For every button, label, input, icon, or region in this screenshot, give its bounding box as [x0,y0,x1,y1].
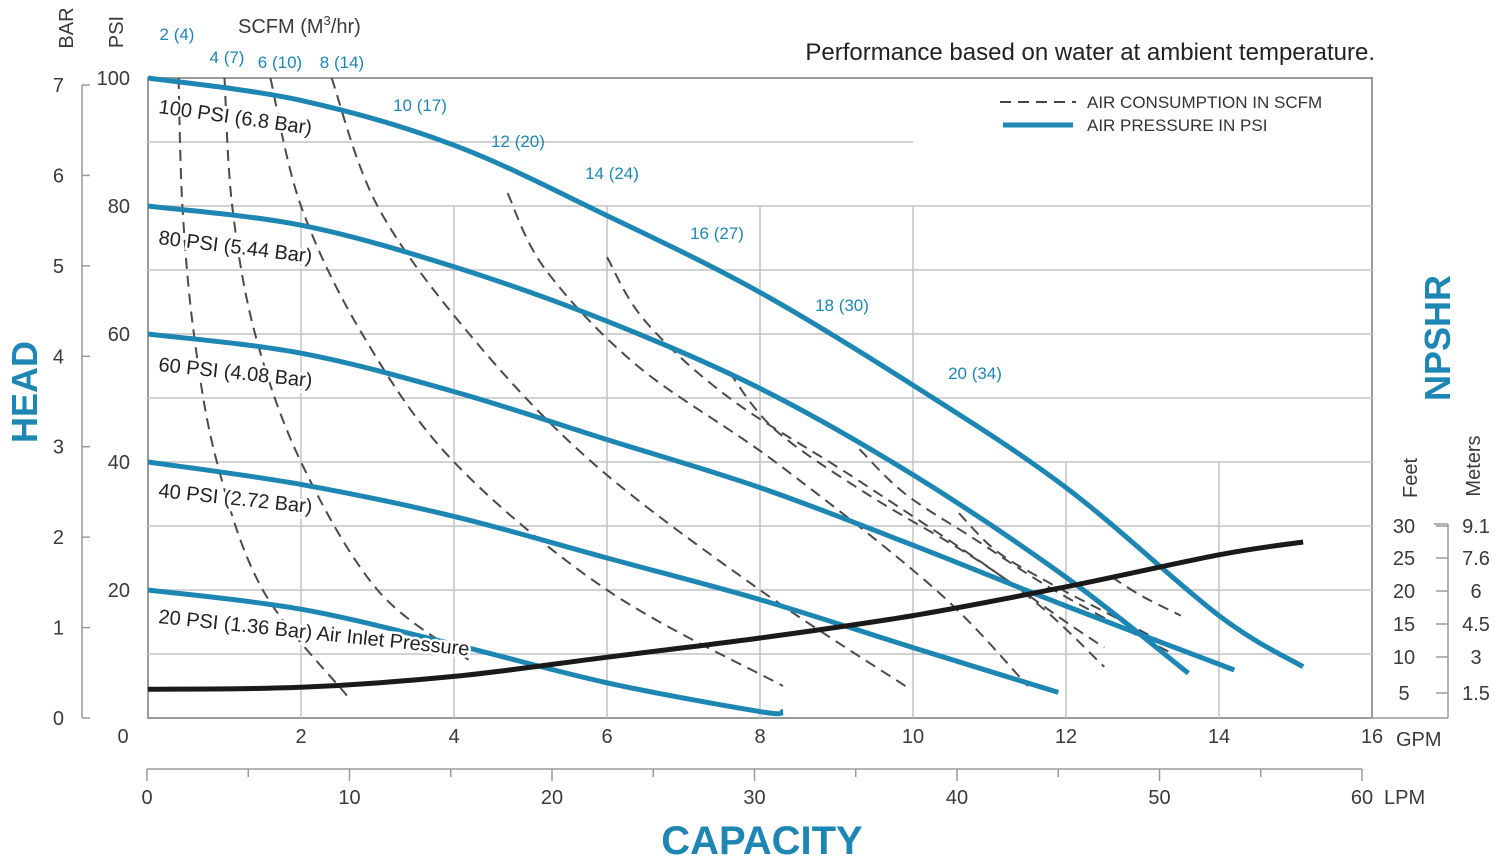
gpm-axis-tick: 2 [295,726,306,748]
air-consumption-label: 14 (24) [585,164,639,183]
bar-axis-tick: 4 [53,346,64,368]
air-consumption-curve [958,512,1174,649]
npshr-meters-tick: 4.5 [1462,614,1490,636]
gpm-axis-tick: 16 [1361,726,1383,748]
air-pressure-label: 20 PSI (1.36 Bar) Air Inlet Pressure [157,606,470,661]
npshr-title: NPSHR [1417,275,1458,401]
npshr-meters-tick: 1.5 [1462,683,1490,705]
x-unit-lpm: LPM [1384,787,1425,809]
air-pressure-curve [147,75,1305,669]
air-pressure-label: 40 PSI (2.72 Bar) [157,480,313,518]
npshr-feet-tick: 25 [1393,548,1415,570]
bar-axis-tick: 7 [53,75,64,97]
air-consumption-curve [1111,576,1182,617]
psi-axis-tick: 60 [108,324,130,346]
air-pressure-curve [147,587,785,717]
lpm-axis-tick: 20 [541,787,563,809]
gpm-axis-tick: 10 [902,726,924,748]
air-consumption-label: 6 (10) [258,53,302,72]
air-consumption-label: 16 (27) [690,224,744,243]
air-pressure-curve [147,203,1190,676]
gpm-axis-tick: 14 [1208,726,1230,748]
npshr-curve [147,539,1304,692]
chart-labels: 2 (4) 4 (7) 6 (10) 8 (14) 10 (17) 12 (20) 14 (… [155,25,1002,663]
air-consumption-curve [728,371,1105,649]
psi-axis-tick: 100 [97,68,130,90]
air-consumption-curves [177,77,1182,697]
air-consumption-label: 4 (7) [210,48,245,67]
gpm-axis-tick: 6 [601,726,612,748]
air-pressure-curve [147,459,1060,695]
air-consumption-label: 10 (17) [393,96,447,115]
npshr-feet-tick: 10 [1393,647,1415,669]
air-consumption-label: 8 (14) [320,53,364,72]
legend-dashed-label: AIR CONSUMPTION IN SCFM [1087,93,1322,112]
scfm-header-end: /hr) [331,16,361,38]
air-pressure-label: 80 PSI (5.44 Bar) [157,227,313,268]
chart-title: Performance based on water at ambient te… [805,39,1375,66]
gpm-axis-tick: 0 [117,726,128,748]
bar-axis-tick: 1 [53,618,64,640]
bar-axis-tick: 6 [53,165,64,187]
npshr-meters-tick: 6 [1470,581,1481,603]
air-consumption-label: 2 (4) [160,25,195,44]
npshr-unit-meters: Meters [1463,435,1485,496]
npshr-feet-tick: 5 [1398,683,1409,705]
lpm-axis-tick: 30 [743,787,765,809]
lpm-axis-tick: 0 [141,787,152,809]
gpm-axis-tick: 4 [448,726,459,748]
air-consumption-label: 12 (20) [491,132,545,151]
legend-solid-label: AIR PRESSURE IN PSI [1087,116,1267,135]
bar-axis-tick: 0 [53,708,64,730]
npshr-meters-tick: 3 [1470,647,1481,669]
air-consumption-curve [177,77,348,697]
gpm-axis-tick: 8 [754,726,765,748]
scfm-header-sup: 3 [324,13,331,28]
x-axis-title: CAPACITY [661,819,863,863]
scfm-header-main: SCFM (M [238,16,324,38]
scfm-header: SCFM (M3/hr) [238,13,361,38]
air-pressure-label: 60 PSI (4.08 Bar) [157,354,313,392]
lpm-axis-tick: 50 [1148,787,1170,809]
y-axis-title: HEAD [4,341,45,443]
chart-legend: AIR CONSUMPTION IN SCFM AIR PRESSURE IN … [1000,93,1322,135]
npshr-meters-tick: 7.6 [1462,548,1490,570]
lpm-axis-tick: 10 [338,787,360,809]
npshr-line [147,539,1304,692]
bar-axis-tick: 5 [53,256,64,278]
npshr-feet-tick: 15 [1393,614,1415,636]
air-pressure-curves [147,75,1305,717]
air-consumption-curve [506,192,1029,687]
bar-axis-tick: 2 [53,527,64,549]
x-unit-gpm: GPM [1396,729,1442,751]
air-consumption-curve [269,77,784,687]
npshr-meters-tick: 9.1 [1462,516,1490,538]
bar-axis-tick: 3 [53,437,64,459]
chart-grid [147,77,1373,719]
npshr-feet-tick: 20 [1393,581,1415,603]
psi-axis-tick: 40 [108,452,130,474]
lpm-axis-tick: 60 [1351,787,1373,809]
y-unit-bar: BAR [56,7,78,48]
npshr-unit-feet: Feet [1400,458,1422,498]
y-unit-psi: PSI [106,16,128,48]
npshr-feet-tick: 30 [1393,516,1415,538]
lpm-axis-tick: 40 [946,787,968,809]
air-pressure-curve [147,331,1236,673]
air-consumption-label: 18 (30) [815,296,869,315]
air-consumption-label: 20 (34) [948,364,1002,383]
air-consumption-curve [223,77,470,662]
psi-axis-tick: 80 [108,196,130,218]
psi-axis-tick: 20 [108,580,130,602]
gpm-axis-tick: 12 [1055,726,1077,748]
